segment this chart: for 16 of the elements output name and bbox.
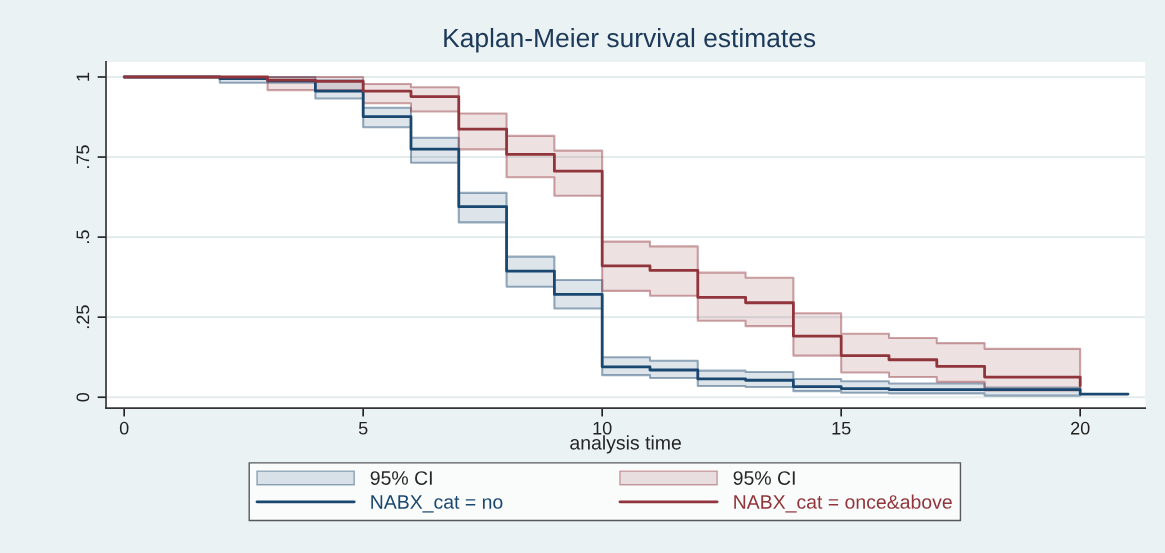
x-axis-title: analysis time xyxy=(570,435,681,454)
y-tick-label: .25 xyxy=(76,305,90,329)
x-tick-label: 0 xyxy=(119,421,129,435)
x-tick-label: 10 xyxy=(593,421,612,435)
y-tick-label: 0 xyxy=(76,392,90,402)
y-tick-label: .5 xyxy=(76,230,90,243)
text: 95% CI xyxy=(370,471,432,485)
chart-title: Kaplan-Meier survival estimates xyxy=(444,27,816,53)
y-tick-label: .75 xyxy=(76,145,90,168)
x-tick-label: 20 xyxy=(1071,421,1090,435)
text: 95% CI xyxy=(733,471,795,485)
text: NABX_cat = once&above xyxy=(734,494,952,513)
x-tick-label: 15 xyxy=(832,421,851,435)
x-tick-label: 5 xyxy=(358,421,368,435)
text: NABX_cat = no xyxy=(371,495,503,513)
y-tick-label: 1 xyxy=(76,72,90,81)
